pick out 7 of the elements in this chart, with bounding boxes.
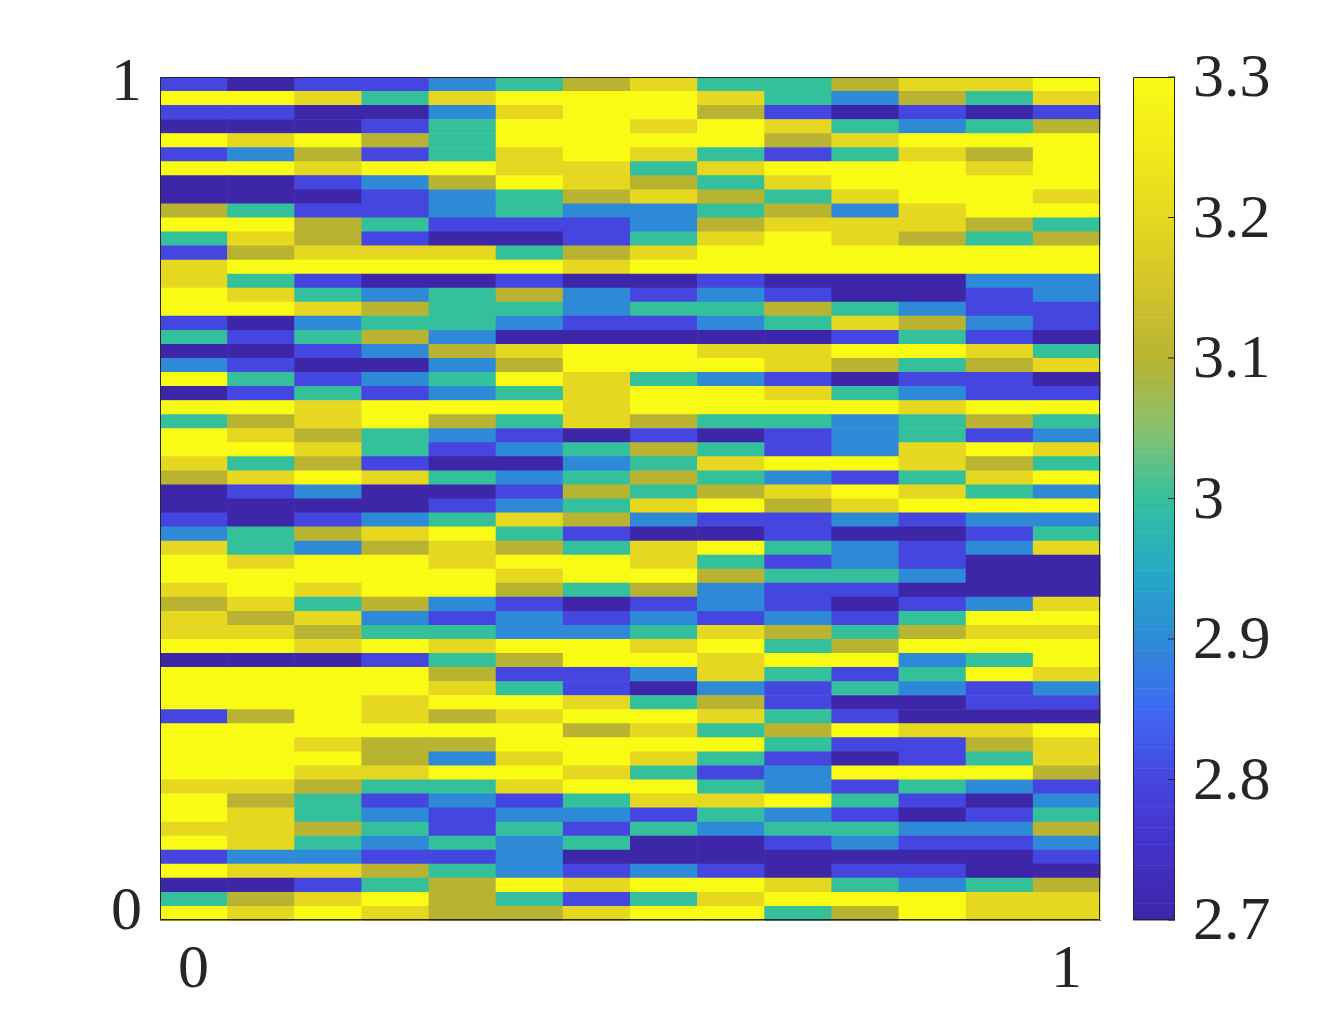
color-bar-label: 3.2	[1193, 181, 1271, 250]
color-bar-label: 3.1	[1193, 322, 1271, 391]
color-bar-label: 2.9	[1193, 603, 1271, 672]
color-bar-label: 3	[1193, 462, 1224, 531]
color-bar-label: 3.3	[1193, 41, 1271, 110]
color-bar-label: 2.7	[1193, 884, 1271, 953]
color-bar-label: 2.8	[1193, 743, 1271, 812]
